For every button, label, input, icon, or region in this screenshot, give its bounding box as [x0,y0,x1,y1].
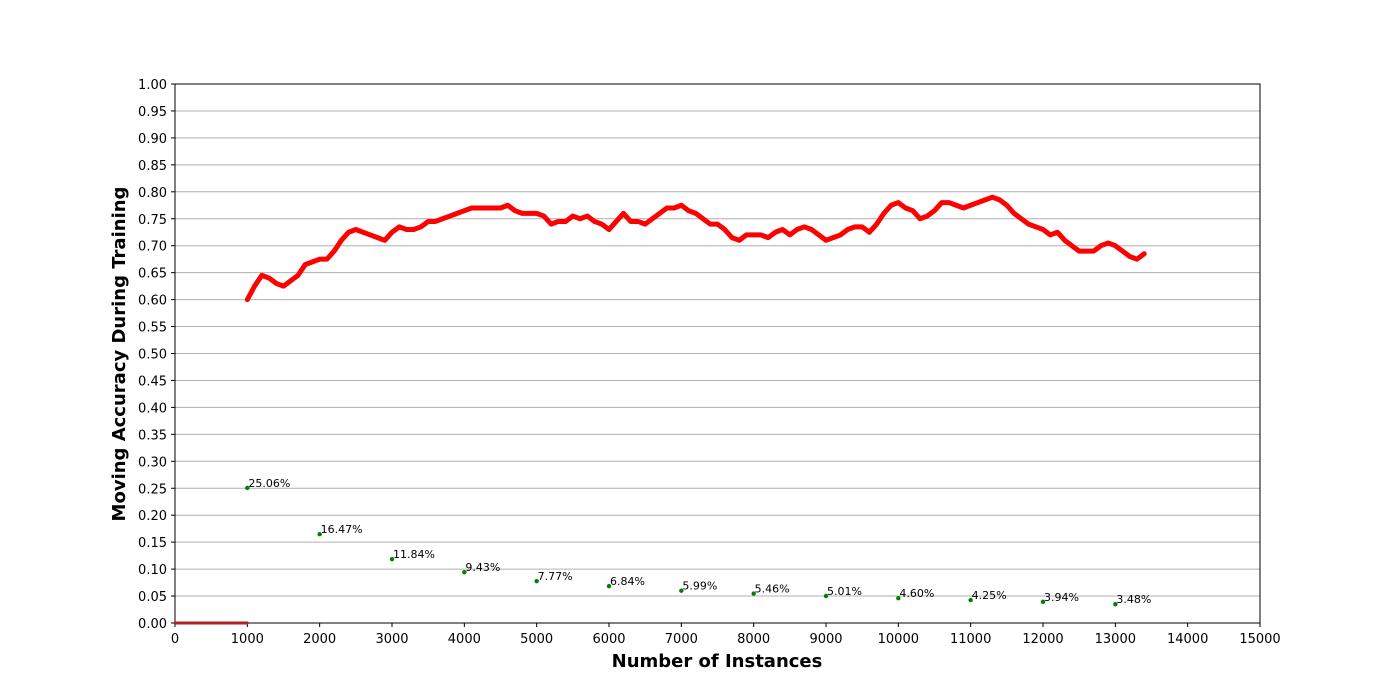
point [462,569,467,575]
point [317,532,322,537]
data-label: 6.84% [610,575,645,588]
y-tick-label: 0.25 [138,482,167,497]
y-axis-title: Moving Accuracy During Training [109,187,130,522]
data-label: 25.06% [248,477,290,490]
y-tick-label: 0.65 [138,267,167,282]
x-tick-label: 15000 [1239,632,1280,647]
x-tick-label: 5000 [520,632,553,647]
plot-frame [174,83,1261,624]
data-label: 4.60% [899,587,934,600]
x-tick-label: 6000 [592,632,625,647]
data-label: 7.77% [538,570,573,583]
y-tick-label: 0.85 [138,159,167,174]
point [896,596,901,601]
x-tick-label: 11000 [950,632,991,647]
y-tick-label: 0.95 [138,105,167,120]
point [751,591,756,596]
x-tick-label: 14000 [1167,632,1208,647]
y-tick-label: 0.30 [138,455,167,470]
x-tick-label: 9000 [809,632,842,647]
data-label: 5.01% [827,585,862,598]
data-label: 5.46% [755,583,790,596]
data-label: 5.99% [682,580,717,593]
x-tick-label: 2000 [303,632,336,647]
x-tick-label: 0 [171,632,179,647]
point [245,485,250,491]
x-tick-label: 1000 [231,632,264,647]
y-tick-label: 0.45 [138,374,167,389]
y-tick-label: 0.05 [138,590,167,605]
y-tick-label: 0.70 [138,240,167,255]
y-tick-label: 1.00 [138,78,167,93]
x-tick-label: 3000 [375,632,408,647]
y-tick-label: 0.55 [138,321,167,336]
x-tick-label: 12000 [1022,632,1063,647]
point [389,556,395,562]
x-tick-label: 8000 [737,632,770,647]
point [606,583,612,589]
point [1040,599,1046,604]
y-tick-label: 0.35 [138,428,167,443]
data-label: 4.25% [972,589,1007,602]
line-series [244,194,1147,303]
y-tick-label: 0.60 [138,294,167,309]
y-tick-label: 0.40 [138,401,167,416]
point [823,593,829,599]
data-label: 16.47% [321,523,363,536]
x-tick-label: 7000 [665,632,698,647]
data-label: 3.94% [1044,591,1079,604]
y-tick-label: 0.20 [138,509,167,524]
x-tick-label: 13000 [1095,632,1136,647]
y-tick-label: 0.50 [138,348,167,363]
y-tick-label: 0.90 [138,132,167,147]
x-tick-label: 4000 [448,632,481,647]
point [968,597,973,603]
data-label: 3.48% [1116,593,1151,606]
point [534,578,539,584]
x-tick-label: 10000 [878,632,919,647]
data-label: 11.84% [393,548,435,561]
y-tick-label: 0.75 [138,213,167,228]
y-tick-label: 0.10 [138,563,167,578]
x-axis-title: Number of Instances [612,651,823,672]
y-tick-label: 0.80 [138,186,167,201]
y-tick-label: 0.15 [138,536,167,551]
point [679,588,684,593]
data-label: 9.43% [465,561,500,574]
point [1113,602,1118,607]
y-tick-label: 0.00 [138,617,167,632]
